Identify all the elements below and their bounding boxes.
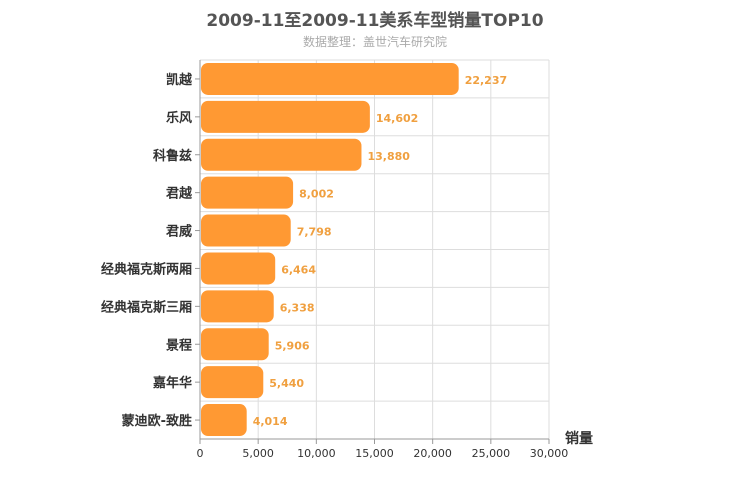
category-label: 乐风 bbox=[166, 110, 192, 126]
value-label: 22,237 bbox=[465, 74, 507, 87]
bar bbox=[201, 62, 459, 95]
value-label: 5,906 bbox=[275, 339, 310, 352]
value-label: 4,014 bbox=[253, 415, 288, 428]
x-tick-label: 10,000 bbox=[297, 447, 336, 460]
value-label: 8,002 bbox=[299, 188, 334, 201]
x-tick-label: 30,000 bbox=[530, 447, 569, 460]
x-tick-label: 15,000 bbox=[355, 447, 394, 460]
grid-lines bbox=[200, 59, 550, 439]
bar bbox=[201, 100, 370, 133]
x-tick-label: 20,000 bbox=[413, 447, 452, 460]
category-label: 嘉年华 bbox=[152, 375, 192, 391]
bar bbox=[201, 176, 294, 209]
category-label: 经典福克斯三厢 bbox=[101, 299, 192, 315]
x-tick-label: 25,000 bbox=[472, 447, 511, 460]
category-label: 科鲁兹 bbox=[153, 148, 192, 164]
x-axis-title: 销量 bbox=[565, 430, 593, 447]
value-label: 14,602 bbox=[376, 112, 418, 125]
x-tick-label: 0 bbox=[197, 447, 204, 460]
category-label: 蒙迪欧-致胜 bbox=[122, 413, 192, 429]
category-label: 君威 bbox=[166, 224, 192, 240]
value-label: 5,440 bbox=[269, 377, 304, 390]
category-label: 景程 bbox=[166, 338, 192, 353]
bar bbox=[201, 366, 264, 399]
chart-title: 2009-11至2009-11美系车型销量TOP10 bbox=[206, 11, 544, 31]
bar bbox=[201, 328, 269, 361]
value-label: 6,338 bbox=[280, 301, 315, 314]
value-label: 7,798 bbox=[297, 226, 332, 239]
bar bbox=[201, 404, 247, 437]
value-label: 13,880 bbox=[367, 150, 410, 163]
axes bbox=[195, 60, 550, 444]
bar bbox=[201, 138, 362, 171]
category-label: 君越 bbox=[166, 186, 193, 202]
bar bbox=[201, 252, 276, 285]
bars bbox=[201, 62, 459, 437]
value-label: 6,464 bbox=[281, 263, 316, 276]
labels: 0 5,000 10,000 15,000 20,000 25,000 30,000 凯越 22… bbox=[101, 72, 568, 460]
category-label: 凯越 bbox=[166, 72, 193, 88]
bar bbox=[201, 214, 291, 247]
chart-subtitle: 数据整理：盖世汽车研究院 bbox=[302, 35, 447, 49]
x-tick-label: 5,000 bbox=[242, 447, 274, 460]
category-label: 经典福克斯两厢 bbox=[101, 261, 192, 277]
bar bbox=[201, 290, 274, 323]
